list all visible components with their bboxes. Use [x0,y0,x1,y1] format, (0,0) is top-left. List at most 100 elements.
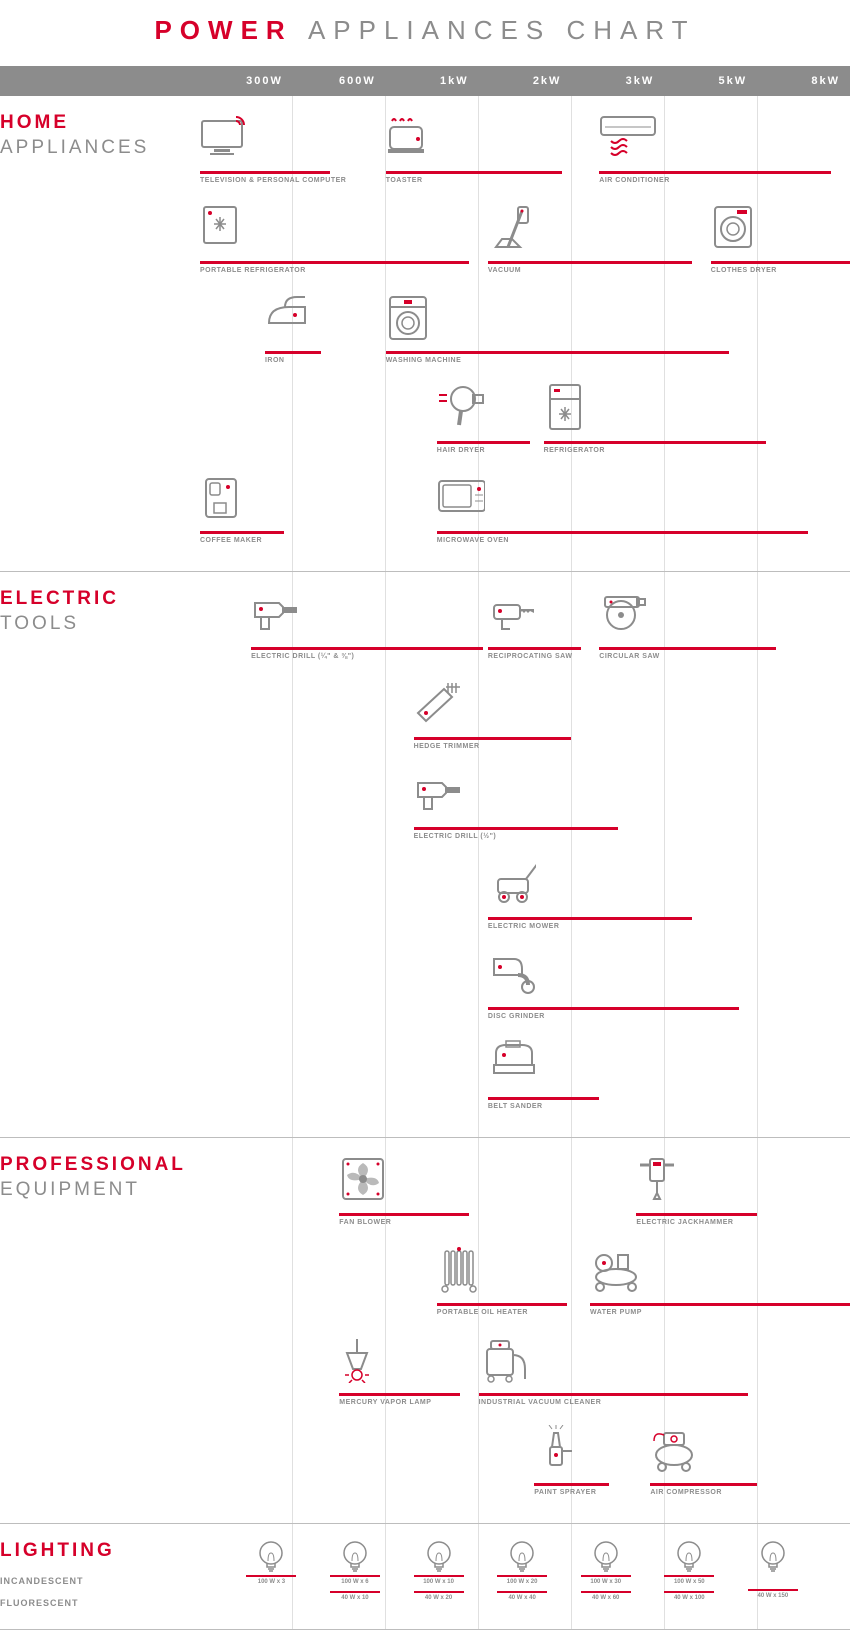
appliance-label: MERCURY VAPOR LAMP [339,1399,431,1406]
power-bar [650,1483,757,1486]
appliance-item: TOASTER [386,111,434,161]
power-bar [599,171,831,174]
appliance-item: AIR CONDITIONER [599,111,657,161]
ac-icon [599,111,657,161]
appliance-label: WASHING MACHINE [386,357,462,364]
appliance-item: ELECTRIC DRILL (¼" & ⅜") [251,587,299,637]
appliance-label: DISC GRINDER [488,1013,545,1020]
power-bar [339,1393,460,1396]
page-title: POWER APPLIANCES CHART [0,0,850,66]
title-rest: APPLIANCES CHART [308,15,696,45]
header-col: 8kW [757,66,850,96]
appliance-label: BELT SANDER [488,1103,543,1110]
power-bar [488,261,692,264]
power-bar [265,351,321,354]
appliance-label: ELECTRIC DRILL (¼" & ⅜") [251,653,354,660]
appliance-item: HAIR DRYER [437,381,485,431]
iron-icon [265,291,313,341]
appliance-label: HEDGE TRIMMER [414,743,480,750]
flu-bar [330,1591,380,1593]
inc-label: 100 W x 20 [497,1579,547,1585]
item-row: DISC GRINDER [200,947,850,1037]
header-col: 2kW [479,66,572,96]
drill-icon [251,587,299,637]
lighting-subtitles: INCANDESCENT FLUORESCENT [0,1576,180,1620]
section-lighting: LIGHTING INCANDESCENT FLUORESCENT 100 W … [0,1524,850,1630]
coffee-icon [200,471,248,521]
power-bar [636,1213,757,1216]
header-col: 300W [200,66,293,96]
flu-bar [748,1589,798,1591]
appliance-item: PORTABLE REFRIGERATOR [200,201,248,251]
flu-bar [664,1591,714,1593]
appliance-item: DISC GRINDER [488,947,536,997]
section-title-professional: PROFESSIONAL EQUIPMENT [0,1153,190,1202]
power-bar [437,531,808,534]
bulb-icon [257,1539,285,1573]
inc-bar [581,1575,631,1577]
bulb-column: 40 W x 150 [748,1539,798,1599]
power-bar [414,737,572,740]
tv-icon [200,111,248,161]
appliance-item: CIRCULAR SAW [599,587,647,637]
flu-bar [414,1591,464,1593]
inc-bar [330,1575,380,1577]
item-row: PORTABLE REFRIGERATOR VACUUM CLOTHES DRY… [200,201,850,291]
pump-icon [590,1243,638,1293]
appliance-item: REFRIGERATOR [544,381,592,431]
appliance-label: REFRIGERATOR [544,447,605,454]
appliance-label: PAINT SPRAYER [534,1489,596,1496]
item-row: IRON WASHING MACHINE [200,291,850,381]
sprayer-icon [534,1423,582,1473]
power-bar [488,647,581,650]
title-accent: POWER [154,15,292,45]
header-col: 600W [293,66,386,96]
appliance-label: INDUSTRIAL VACUUM CLEANER [479,1399,602,1406]
section-professional: PROFESSIONAL EQUIPMENT FAN BLOWER ELECTR… [0,1138,850,1524]
appliance-label: VACUUM [488,267,521,274]
flu-bar [497,1591,547,1593]
power-bar [386,351,730,354]
power-bar [437,441,530,444]
item-row: ELECTRIC MOWER [200,857,850,947]
power-bar [437,1303,567,1306]
flu-label: 40 W x 100 [664,1595,714,1601]
power-bar [479,1393,748,1396]
appliance-item: RECIPROCATING SAW [488,587,536,637]
appliance-label: AIR CONDITIONER [599,177,670,184]
appliance-item: FAN BLOWER [339,1153,387,1203]
item-row: TELEVISION & PERSONAL COMPUTER TOASTER A… [200,111,850,201]
power-bar [414,827,618,830]
item-row: HAIR DRYER REFRIGERATOR [200,381,850,471]
appliance-label: IRON [265,357,285,364]
inc-label: 100 W x 6 [330,1579,380,1585]
sander-icon [488,1037,536,1087]
inc-bar [664,1575,714,1577]
lighting-fluorescent-label: FLUORESCENT [0,1598,180,1608]
appliance-label: RECIPROCATING SAW [488,653,573,660]
power-bar [488,1007,739,1010]
appliance-label: CIRCULAR SAW [599,653,659,660]
mower-icon [488,857,536,907]
bulb-icon [425,1539,453,1573]
heater-icon [437,1243,485,1293]
power-bar [544,441,767,444]
item-row: MERCURY VAPOR LAMP INDUSTRIAL VACUUM CLE… [200,1333,850,1423]
fridge-icon [544,381,592,431]
inc-label: 100 W x 30 [581,1579,631,1585]
recipsaw-icon [488,587,536,637]
section-title-home: HOME APPLIANCES [0,111,190,160]
power-bar [599,647,775,650]
item-row: FAN BLOWER ELECTRIC JACKHAMMER [200,1153,850,1243]
bulb-icon [508,1539,536,1573]
power-header: 300W600W1kW2kW3kW5kW8kW [0,66,850,96]
appliance-item: PORTABLE OIL HEATER [437,1243,485,1293]
appliance-item: ELECTRIC JACKHAMMER [636,1153,684,1203]
chart-body: HOME APPLIANCES TELEVISION & PERSONAL CO… [0,96,850,1630]
inc-bar [497,1575,547,1577]
power-bar [488,1097,599,1100]
bulb-column: 100 W x 3 [246,1539,296,1585]
appliance-item: COFFEE MAKER [200,471,248,521]
power-bar [339,1213,469,1216]
appliance-label: MICROWAVE OVEN [437,537,509,544]
